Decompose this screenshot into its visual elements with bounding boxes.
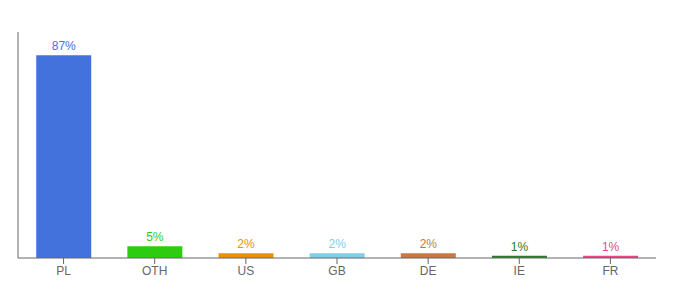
svg-text:FR: FR [602,264,618,278]
svg-text:GB: GB [328,264,345,278]
svg-text:1%: 1% [511,240,529,254]
svg-text:1%: 1% [602,240,620,254]
svg-text:DE: DE [420,264,437,278]
svg-text:2%: 2% [420,237,438,251]
svg-text:5%: 5% [146,230,164,244]
svg-text:2%: 2% [328,237,346,251]
svg-text:87%: 87% [52,39,76,53]
svg-text:IE: IE [514,264,525,278]
svg-text:2%: 2% [237,237,255,251]
svg-text:US: US [238,264,255,278]
svg-text:OTH: OTH [142,264,167,278]
svg-text:PL: PL [56,264,71,278]
